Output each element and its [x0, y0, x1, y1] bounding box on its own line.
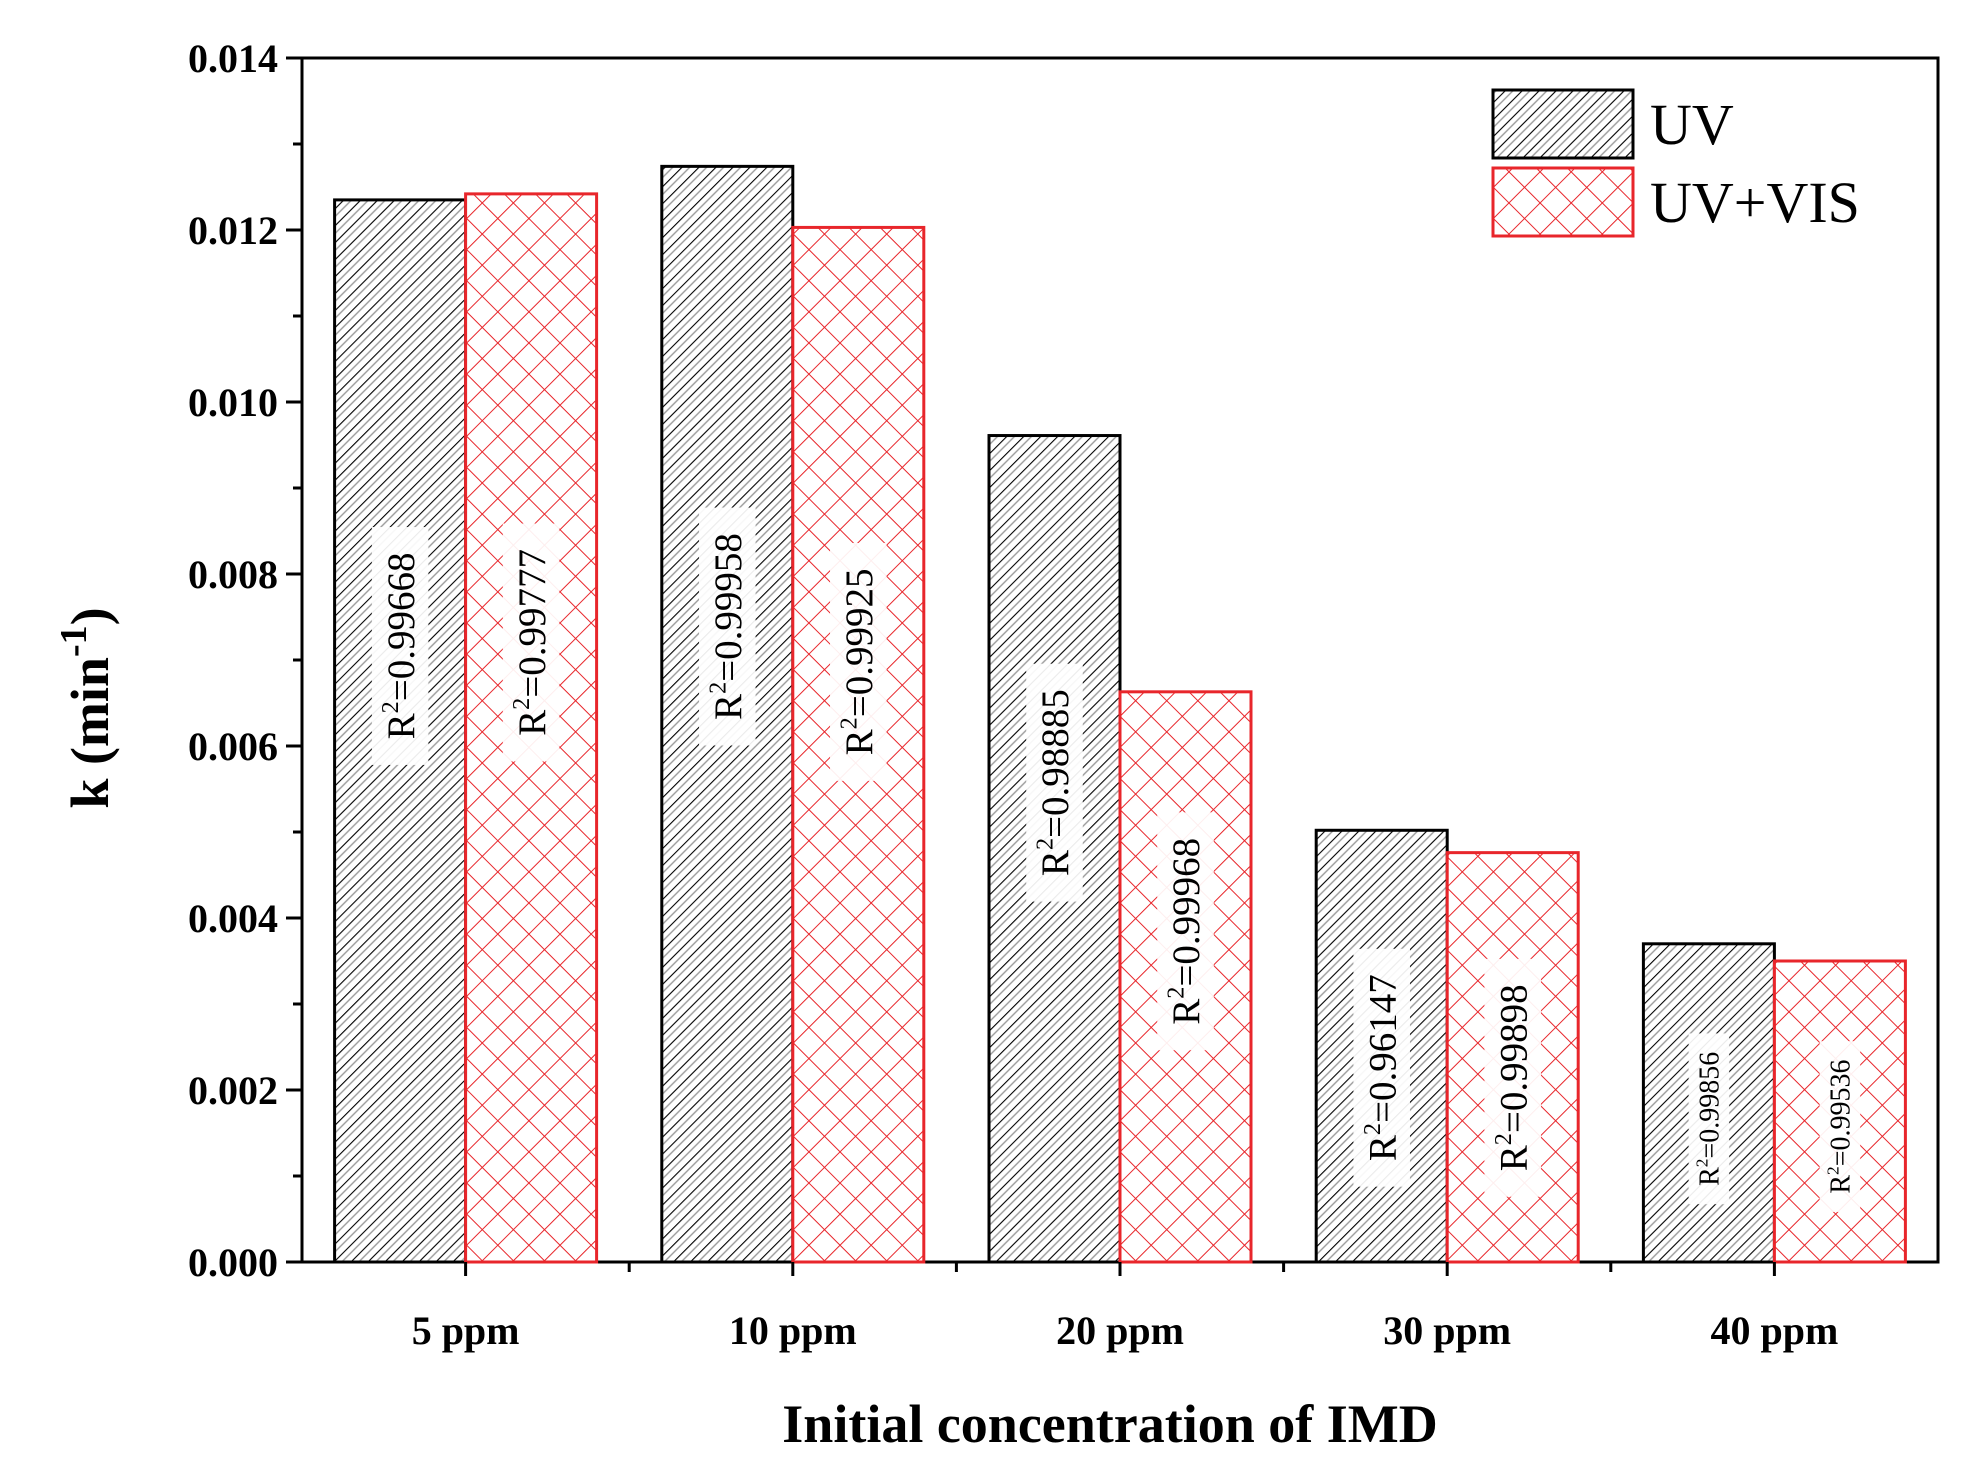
bar-uv-vis-5ppm-r2-box: [502, 523, 560, 762]
bar-uv-10ppm-r2-label: R2=0.99958: [704, 533, 750, 720]
y-tick-label-4: 0.008: [188, 552, 278, 597]
y-tick-label-6: 0.012: [188, 208, 278, 253]
legend-swatch-uv: [1491, 88, 1635, 160]
x-tick-label-10ppm: 10 ppm: [729, 1308, 857, 1353]
y-tick-label-7: 0.014: [188, 36, 278, 81]
bar-uv-5ppm-r2-label: R2=0.99668: [377, 553, 423, 740]
y-axis-title: k (min-1): [53, 607, 120, 808]
bar-uv-30ppm-r2-label: R2=0.96147: [1359, 974, 1405, 1161]
bar-uv-vis-30ppm-r2-box: [1484, 958, 1541, 1197]
bar-uv-40ppm-r2-box: [1688, 1033, 1730, 1205]
x-tick-label-40ppm: 40 ppm: [1710, 1308, 1838, 1353]
bar-uv-vis-20ppm-r2-box: [1157, 812, 1214, 1051]
legend-label-uv: UV: [1650, 92, 1734, 157]
y-tick-label-2: 0.004: [188, 896, 278, 941]
x-axis-title: Initial concentration of IMD: [782, 1394, 1437, 1454]
bar-uv-vis-30ppm-r2-label: R2=0.99898: [1490, 984, 1536, 1171]
y-axis-title-sup: -1: [53, 625, 95, 657]
x-tick-label-30ppm: 30 ppm: [1383, 1308, 1511, 1353]
y-axis-title-close: ): [60, 607, 120, 625]
y-axis-title-main: k (min: [60, 657, 120, 809]
bar-uv-vis-40ppm-r2-label: R2=0.99536: [1824, 1059, 1857, 1193]
bar-uv-10ppm-r2-box: [699, 507, 756, 746]
x-tick-label-5ppm: 5 ppm: [412, 1308, 520, 1353]
bar-uv-40ppm-r2-label: R2=0.99856: [1693, 1052, 1726, 1186]
y-tick-label-3: 0.006: [188, 724, 278, 769]
x-tick-label-20ppm: 20 ppm: [1056, 1308, 1184, 1353]
bar-uv-vis-10ppm-r2-box: [830, 542, 887, 781]
bar-uv-5ppm-r2-box: [371, 527, 429, 765]
legend-label-uv-vis: UV+VIS: [1650, 170, 1860, 235]
legend-swatch-uv-vis: [1491, 166, 1635, 238]
bar-uv-vis-40ppm-r2-box: [1819, 1041, 1861, 1212]
y-tick-label-0: 0.000: [188, 1240, 278, 1285]
legend: UV UV+VIS: [1491, 88, 1860, 238]
bar-uv-vis-10ppm-r2-label: R2=0.99925: [835, 569, 881, 756]
bar-uv-20ppm-r2-box: [1026, 663, 1083, 902]
y-tick-label-5: 0.010: [188, 380, 278, 425]
bar-uv-20ppm-r2-label: R2=0.98885: [1032, 689, 1078, 876]
bar-uv-vis-20ppm-r2-label: R2=0.99968: [1163, 838, 1209, 1025]
bar-uv-5ppm: [333, 198, 468, 1264]
bar-uv-30ppm-r2-box: [1353, 948, 1410, 1187]
bar-uv-vis-5ppm-r2-label: R2=0.99777: [508, 549, 554, 736]
y-tick-label-1: 0.002: [188, 1068, 278, 1113]
